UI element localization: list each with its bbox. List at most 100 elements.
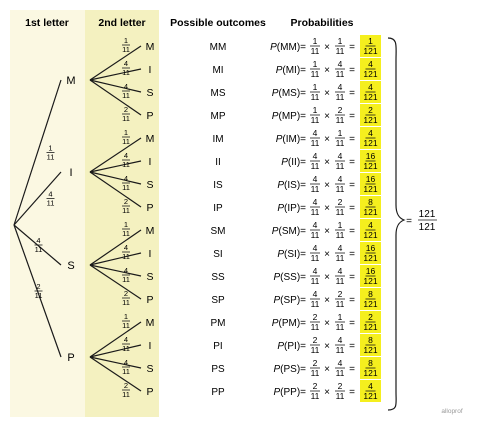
second-branch [89, 45, 142, 81]
outcome-label: MI [212, 65, 223, 76]
first-factor-den: 11 [311, 138, 320, 148]
result-equals: = [349, 111, 355, 122]
second-factor-num: 1 [338, 312, 343, 322]
result-num: 8 [368, 197, 373, 207]
times-sign: × [324, 249, 330, 260]
second-factor-num: 1 [338, 220, 343, 230]
times-sign: × [324, 226, 330, 237]
first-factor-num: 4 [313, 174, 318, 184]
second-branch [89, 171, 142, 208]
outcome-label: PS [211, 364, 225, 375]
open-paren: ( [284, 180, 288, 191]
second-prob-num: 4 [124, 151, 128, 160]
times-sign: × [324, 318, 330, 329]
second-prob-den: 11 [122, 183, 130, 192]
outcome-label: MM [210, 42, 227, 53]
second-letter-p: P [146, 294, 153, 306]
prob-prefix: P [270, 42, 277, 53]
first-factor-num: 4 [313, 128, 318, 138]
event-name: PS [283, 364, 297, 375]
result-den: 121 [363, 276, 377, 286]
second-letter-m: M [146, 41, 155, 53]
equals-sign: = [300, 318, 306, 329]
open-paren: ( [278, 226, 282, 237]
first-prob-num: 2 [36, 282, 40, 291]
result-num: 4 [368, 128, 373, 138]
open-paren: ( [282, 65, 286, 76]
second-branch [89, 264, 142, 300]
second-branch [89, 252, 142, 266]
outcome-label: II [215, 157, 221, 168]
probability-label: P(SI)= [277, 249, 306, 260]
close-paren: ) [297, 318, 300, 329]
result-equals: = [349, 318, 355, 329]
second-factor-den: 11 [336, 92, 345, 102]
second-branch [89, 171, 142, 185]
event-name: PM [282, 318, 297, 329]
second-branch [89, 137, 142, 173]
first-factor-den: 11 [311, 276, 320, 286]
outcome-label: SI [213, 249, 222, 260]
equals-sign: = [300, 65, 306, 76]
event-name: MM [280, 42, 297, 53]
first-factor-den: 11 [311, 322, 320, 332]
second-branch [89, 79, 142, 93]
equals-sign: = [300, 272, 306, 283]
second-letter-s: S [146, 363, 153, 375]
second-prob-num: 4 [124, 174, 128, 183]
outcome-label: SP [211, 295, 225, 306]
second-factor-num: 4 [338, 358, 343, 368]
first-factor-num: 4 [313, 243, 318, 253]
event-name: MS [282, 88, 297, 99]
first-factor-den: 11 [311, 299, 320, 309]
event-name: SP [283, 295, 297, 306]
open-paren: ( [288, 157, 292, 168]
second-letter-p: P [146, 386, 153, 398]
right-curly-brace [387, 37, 406, 411]
second-factor-num: 1 [338, 128, 343, 138]
second-prob-den: 11 [122, 367, 130, 376]
first-prob-den: 11 [47, 199, 55, 208]
equals-sign: = [300, 157, 306, 168]
result-den: 121 [363, 253, 377, 263]
second-letter-i: I [149, 340, 152, 352]
second-prob-den: 11 [122, 206, 130, 215]
times-sign: × [324, 295, 330, 306]
probability-label: P(IM)= [276, 134, 306, 145]
open-paren: ( [278, 88, 282, 99]
first-prob-num: 4 [48, 190, 52, 199]
event-name: PP [283, 387, 297, 398]
result-num: 8 [368, 335, 373, 345]
close-paren: ) [297, 88, 300, 99]
second-factor-num: 2 [338, 381, 343, 391]
event-name: MP [282, 111, 297, 122]
root-branch-i [13, 171, 62, 226]
second-letter-p: P [146, 110, 153, 122]
second-letter-i: I [149, 64, 152, 76]
second-prob-den: 11 [122, 344, 130, 353]
probability-label: P(PP)= [273, 387, 306, 398]
result-equals: = [349, 295, 355, 306]
second-branch [89, 264, 142, 277]
second-branch [89, 79, 142, 116]
result-num: 16 [366, 243, 376, 253]
open-paren: ( [278, 318, 282, 329]
result-num: 1 [368, 36, 373, 46]
outcome-label: PI [213, 341, 222, 352]
event-name: IP [287, 203, 297, 214]
header-probabilities: Probabilities [290, 17, 353, 29]
equals-sign: = [300, 226, 306, 237]
probability-label: P(II)= [281, 157, 306, 168]
probability-label: P(PS)= [273, 364, 306, 375]
second-factor-num: 4 [338, 82, 343, 92]
open-paren: ( [282, 134, 286, 145]
total-equals: = [406, 216, 412, 227]
second-prob-num: 1 [124, 128, 128, 137]
result-num: 16 [366, 266, 376, 276]
